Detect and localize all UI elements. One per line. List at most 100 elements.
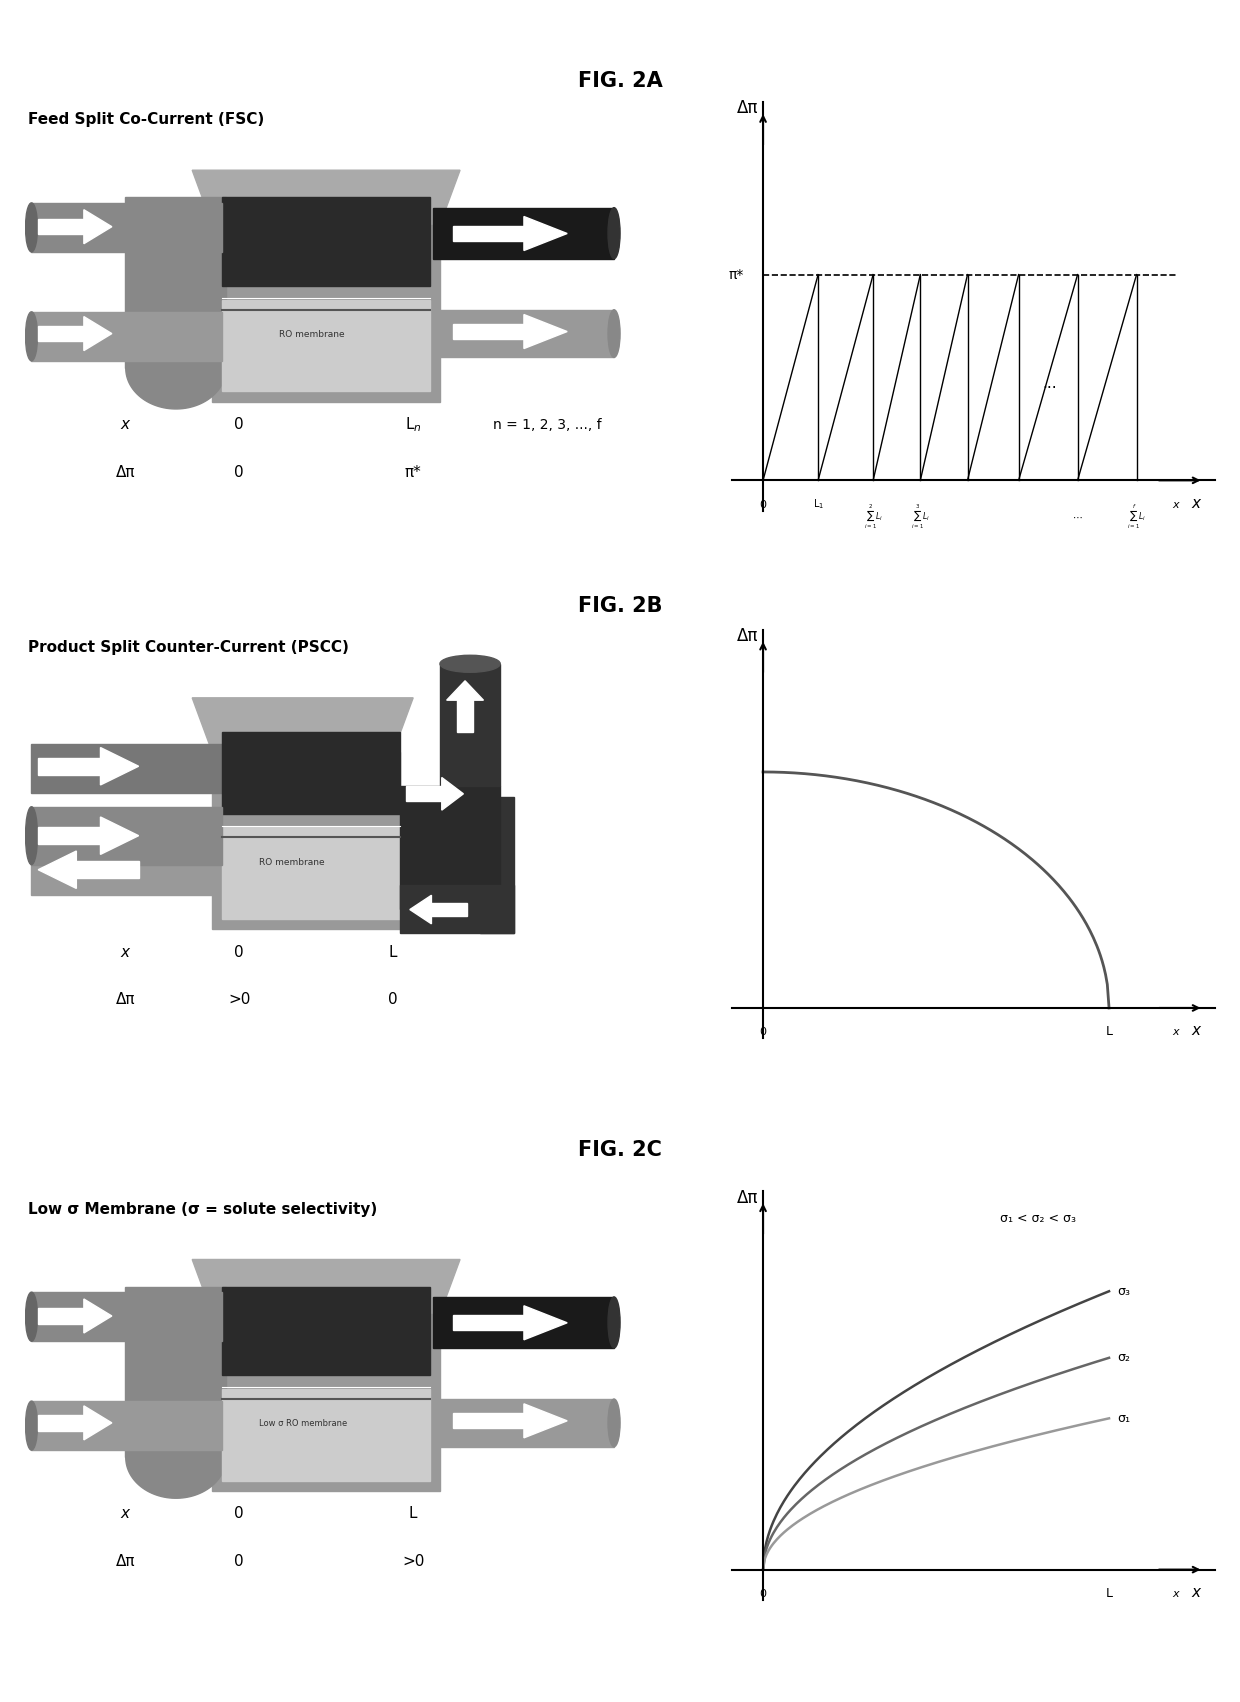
Text: >0: >0 — [228, 992, 250, 1008]
Text: 0: 0 — [760, 1028, 766, 1037]
Text: Δπ: Δπ — [115, 465, 135, 480]
Bar — [31, 1401, 222, 1450]
Text: L: L — [1106, 1025, 1112, 1038]
Bar — [222, 1389, 430, 1481]
Bar — [31, 203, 222, 252]
Bar — [433, 1297, 614, 1348]
Polygon shape — [84, 1406, 112, 1440]
Bar — [433, 208, 614, 259]
Bar — [31, 846, 222, 895]
Bar — [399, 885, 513, 933]
Text: σ₁ < σ₂ < σ₃: σ₁ < σ₂ < σ₃ — [1001, 1212, 1076, 1225]
Text: Δπ: Δπ — [737, 1188, 758, 1207]
Bar — [212, 752, 399, 929]
Polygon shape — [84, 1299, 112, 1333]
Bar — [480, 797, 513, 933]
Bar — [38, 1416, 84, 1430]
Text: 0: 0 — [388, 992, 398, 1008]
Text: Δπ: Δπ — [115, 1554, 135, 1569]
Text: $\sum_{i=1}^{2}L_i$: $\sum_{i=1}^{2}L_i$ — [863, 502, 883, 531]
Bar — [222, 732, 399, 814]
Bar — [38, 1309, 84, 1324]
Text: 0: 0 — [234, 945, 244, 960]
Bar — [38, 827, 100, 844]
Text: x: x — [1192, 495, 1200, 511]
Polygon shape — [525, 1305, 567, 1339]
Bar — [222, 827, 399, 919]
Text: π*: π* — [404, 465, 422, 480]
Ellipse shape — [26, 1401, 37, 1450]
Ellipse shape — [26, 311, 37, 361]
Text: 0: 0 — [760, 500, 766, 509]
Text: Low σ RO membrane: Low σ RO membrane — [259, 1419, 347, 1428]
Bar — [433, 1399, 614, 1447]
Bar — [31, 807, 222, 865]
Text: L: L — [409, 1506, 418, 1522]
Polygon shape — [84, 317, 112, 351]
Text: L: L — [1106, 1586, 1112, 1600]
Text: Δπ: Δπ — [737, 626, 758, 645]
Text: x: x — [1173, 500, 1179, 509]
Ellipse shape — [608, 208, 620, 259]
Text: RO membrane: RO membrane — [279, 330, 345, 339]
Text: Δπ: Δπ — [737, 99, 758, 117]
Bar — [454, 323, 525, 339]
Bar — [222, 197, 430, 286]
Text: FIG. 2A: FIG. 2A — [578, 71, 662, 92]
Bar — [433, 310, 614, 357]
Ellipse shape — [26, 203, 37, 252]
Text: >0: >0 — [402, 1554, 424, 1569]
Text: x: x — [120, 945, 130, 960]
Ellipse shape — [26, 807, 37, 865]
Text: 0: 0 — [234, 417, 244, 432]
Polygon shape — [192, 1259, 460, 1314]
Text: L$_n$: L$_n$ — [404, 415, 422, 434]
Text: 0: 0 — [760, 1590, 766, 1598]
Ellipse shape — [608, 1399, 620, 1447]
Bar — [407, 786, 441, 802]
Text: Δπ: Δπ — [115, 992, 135, 1008]
Bar — [212, 225, 440, 402]
Bar — [77, 861, 139, 878]
Text: x: x — [1192, 1585, 1200, 1600]
Text: x: x — [1173, 1028, 1179, 1037]
Bar — [222, 1287, 430, 1375]
Text: $\sum_{i=1}^{3}L_i$: $\sum_{i=1}^{3}L_i$ — [910, 502, 930, 531]
Text: x: x — [1173, 1590, 1179, 1598]
Text: ...: ... — [1043, 376, 1058, 391]
Text: FIG. 2B: FIG. 2B — [578, 596, 662, 616]
Polygon shape — [441, 778, 464, 810]
Polygon shape — [410, 895, 432, 924]
Text: σ₁: σ₁ — [1117, 1413, 1130, 1425]
Polygon shape — [525, 216, 567, 250]
Bar — [125, 197, 226, 368]
Text: L$_1$: L$_1$ — [812, 497, 823, 511]
Ellipse shape — [26, 1292, 37, 1341]
Text: 0: 0 — [234, 1506, 244, 1522]
Ellipse shape — [608, 1297, 620, 1348]
Text: x: x — [120, 417, 130, 432]
Text: π*: π* — [728, 267, 744, 281]
Bar — [212, 1314, 440, 1491]
Text: 0: 0 — [234, 465, 244, 480]
Bar — [454, 226, 525, 242]
Bar — [31, 744, 222, 793]
Text: x: x — [120, 1506, 130, 1522]
Bar — [440, 664, 500, 786]
Text: FIG. 2C: FIG. 2C — [578, 1140, 662, 1161]
Text: $\sum_{i=1}^{f}L_i$: $\sum_{i=1}^{f}L_i$ — [1127, 502, 1146, 531]
Polygon shape — [100, 817, 139, 854]
Bar — [38, 220, 84, 235]
Polygon shape — [192, 170, 460, 225]
Bar — [454, 1413, 525, 1428]
Ellipse shape — [440, 655, 500, 672]
Text: Low σ Membrane (σ = solute selectivity): Low σ Membrane (σ = solute selectivity) — [29, 1202, 377, 1217]
Ellipse shape — [608, 310, 620, 357]
Bar — [31, 311, 222, 361]
Bar — [222, 300, 430, 391]
Polygon shape — [192, 698, 413, 752]
Bar — [456, 700, 474, 732]
Bar — [31, 1292, 222, 1341]
Bar — [125, 1287, 226, 1457]
Text: RO membrane: RO membrane — [259, 858, 325, 866]
